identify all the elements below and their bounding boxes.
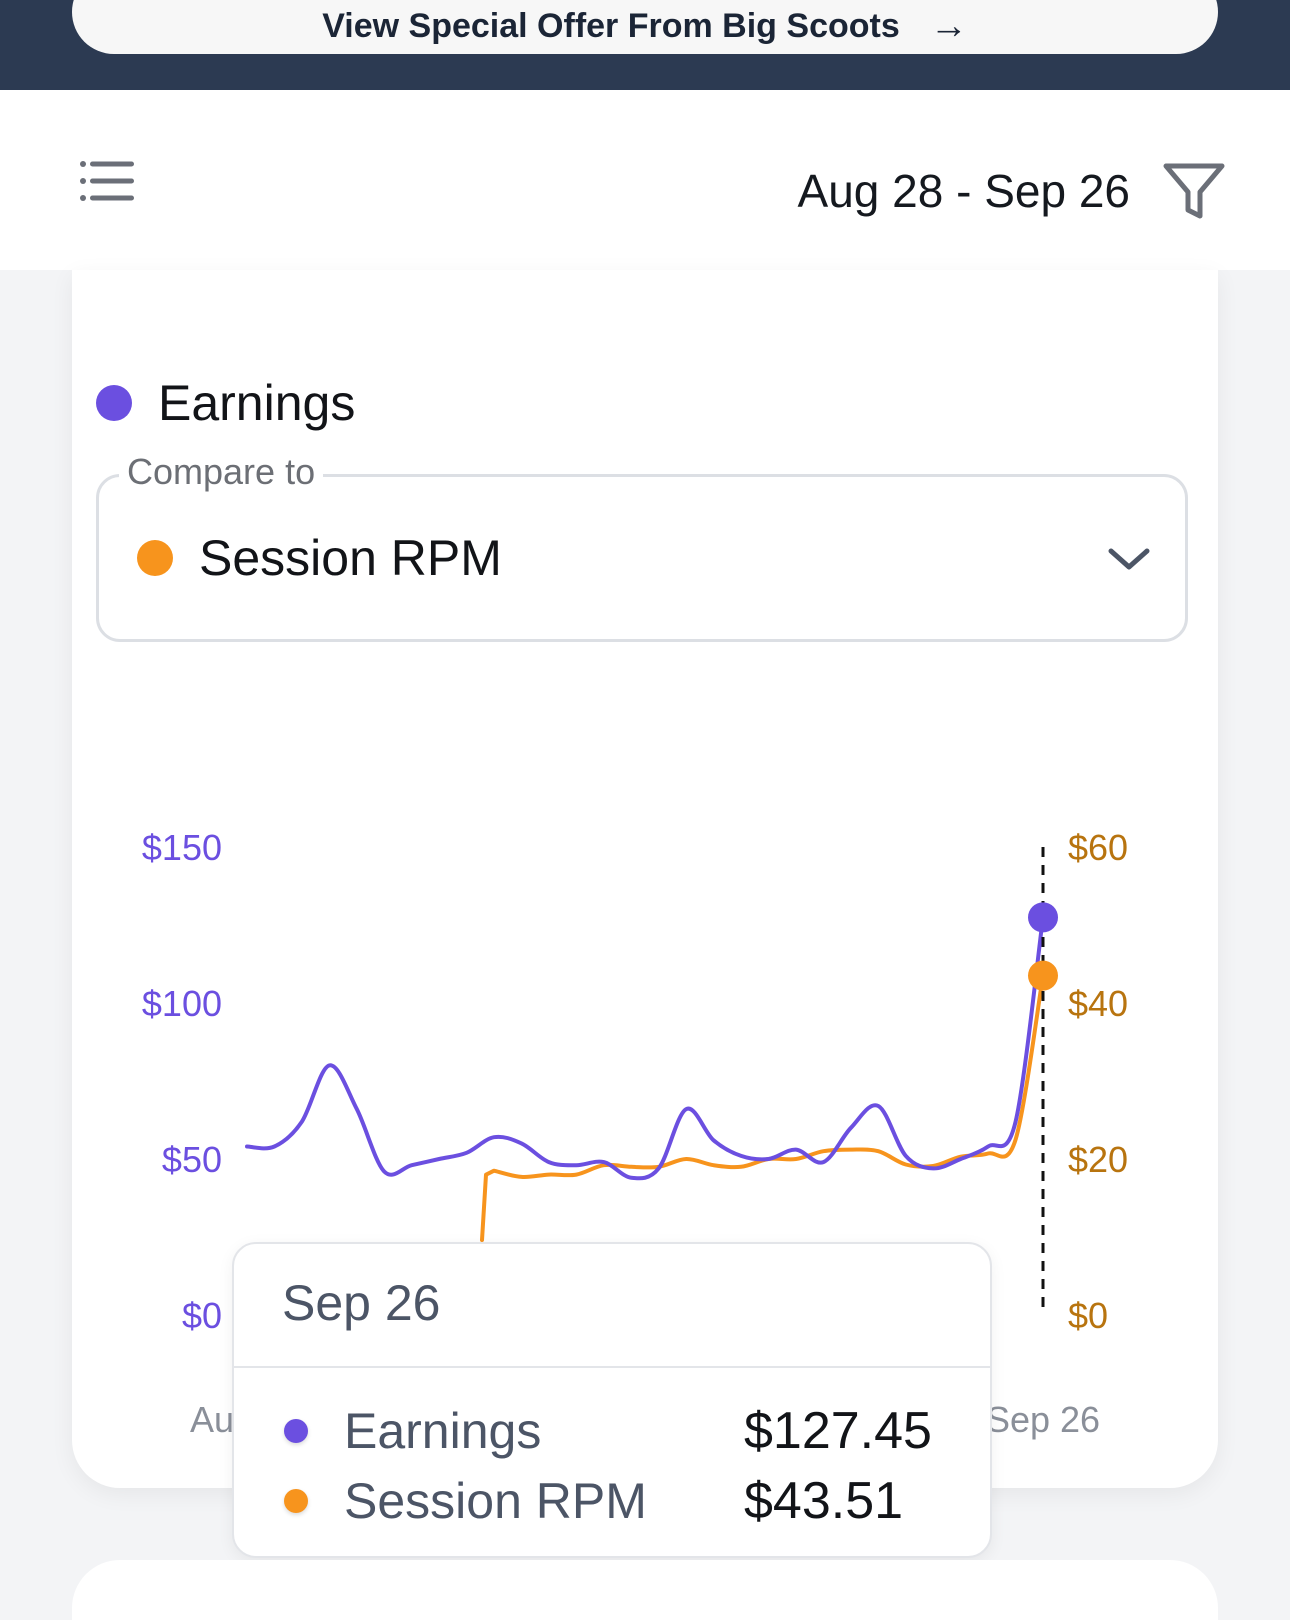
right-axis-tick-label: $20 xyxy=(1068,1139,1128,1180)
earnings-highlight-point xyxy=(1028,902,1058,933)
arrow-right-icon: → xyxy=(929,4,968,47)
tooltip-row-earnings: Earnings $127.45 xyxy=(284,1396,944,1466)
app-header: Aug 28 - Sep 26 xyxy=(0,90,1290,270)
special-offer-button[interactable]: View Special Offer From Big Scoots → xyxy=(72,0,1218,54)
right-axis-tick-label: $0 xyxy=(1068,1295,1108,1336)
session-rpm-highlight-point xyxy=(1028,960,1058,991)
compare-select[interactable]: Compare to Session RPM xyxy=(96,451,1188,642)
earnings-tooltip-dot xyxy=(284,1419,308,1443)
session-rpm-legend-dot xyxy=(137,540,173,576)
top-banner: View Special Offer From Big Scoots → xyxy=(0,0,1290,90)
earnings-series-line xyxy=(245,915,1045,1181)
tooltip-session-rpm-value: $43.51 xyxy=(744,1472,904,1530)
right-axis-tick-label: $60 xyxy=(1068,827,1128,868)
date-range-selector[interactable]: Aug 28 - Sep 26 xyxy=(797,165,1130,217)
chevron-down-icon xyxy=(1108,548,1150,570)
x-axis-label-start: Au xyxy=(190,1399,234,1440)
next-card xyxy=(72,1560,1218,1620)
x-axis-label-end: Sep 26 xyxy=(986,1399,1100,1440)
compare-select-value-label: Session RPM xyxy=(199,530,502,586)
right-axis-tick-label: $40 xyxy=(1068,983,1128,1024)
left-axis-tick-label: $0 xyxy=(182,1295,222,1336)
tooltip-earnings-label: Earnings xyxy=(344,1403,542,1459)
session-rpm-tooltip-dot xyxy=(284,1489,308,1513)
tooltip-divider xyxy=(234,1366,990,1368)
session-rpm-series-line xyxy=(480,973,1045,1242)
primary-metric[interactable]: Earnings xyxy=(96,374,355,432)
filter-icon[interactable] xyxy=(1162,162,1226,222)
left-axis-tick-label: $50 xyxy=(162,1139,222,1180)
tooltip-session-rpm-label: Session RPM xyxy=(344,1473,647,1529)
menu-icon[interactable] xyxy=(80,160,136,202)
special-offer-label: View Special Offer From Big Scoots xyxy=(322,6,900,45)
earnings-legend-dot xyxy=(96,385,132,421)
earnings-line-chart: $150 $100 $50 $0 $60 $40 $20 $0 Au Sep 26 xyxy=(142,827,1128,1440)
left-axis-tick-label: $100 xyxy=(142,983,222,1024)
tooltip-date: Sep 26 xyxy=(282,1275,441,1331)
left-axis-tick-label: $150 xyxy=(142,827,222,868)
chart-tooltip: Sep 26 Earnings $127.45 Session RPM $43.… xyxy=(232,1242,992,1558)
tooltip-earnings-value: $127.45 xyxy=(744,1402,932,1460)
primary-metric-label: Earnings xyxy=(158,375,356,431)
compare-select-value: Session RPM xyxy=(137,529,502,587)
compare-select-label: Compare to xyxy=(119,451,324,493)
tooltip-row-session-rpm: Session RPM $43.51 xyxy=(284,1466,944,1536)
